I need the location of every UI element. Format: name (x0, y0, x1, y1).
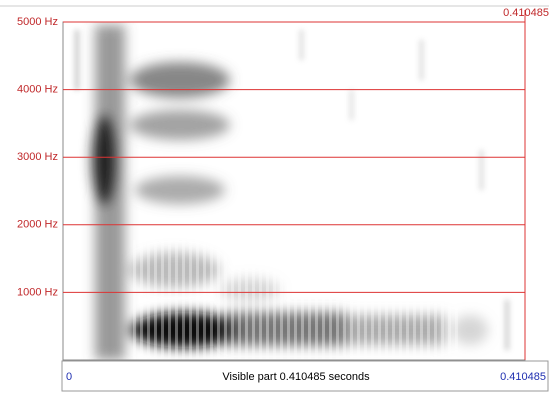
striations (130, 240, 460, 360)
frequency-label: 3000 Hz (17, 151, 58, 163)
spectrogram-noise (75, 30, 509, 350)
frequency-label: 4000 Hz (17, 84, 58, 96)
visible-part: Visible part 0.410485 seconds (222, 371, 370, 383)
spectrogram (75, 25, 509, 360)
frequency-label: 5000 Hz (17, 16, 58, 28)
time-start: 0 (66, 371, 72, 383)
time-bar[interactable] (61, 360, 549, 392)
frequency-label: 2000 Hz (17, 219, 58, 231)
cursor-time: 0.410485 (503, 7, 549, 19)
time-end: 0.410485 (500, 371, 546, 383)
frequency-label: 1000 Hz (17, 286, 58, 298)
